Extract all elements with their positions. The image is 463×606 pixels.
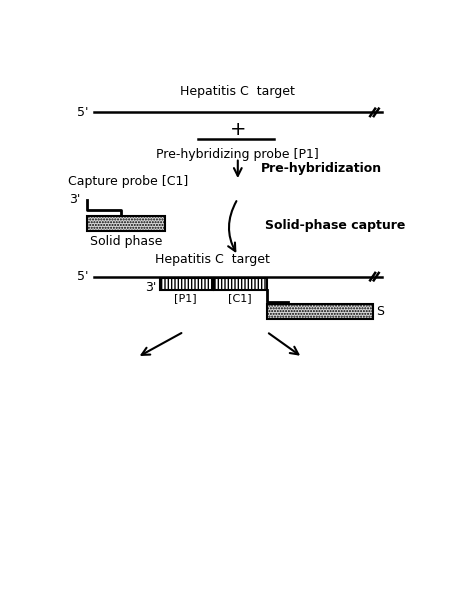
Text: Solid-phase capture: Solid-phase capture xyxy=(264,219,404,232)
Text: Pre-hybridizing probe [P1]: Pre-hybridizing probe [P1] xyxy=(156,148,319,161)
Text: S: S xyxy=(375,305,383,318)
Text: [C1]: [C1] xyxy=(227,293,251,304)
Text: 3': 3' xyxy=(69,193,80,206)
Text: [P1]: [P1] xyxy=(174,293,197,304)
Text: Pre-hybridization: Pre-hybridization xyxy=(261,162,382,175)
Text: 5': 5' xyxy=(77,270,88,283)
Text: Hepatitis C  target: Hepatitis C target xyxy=(180,85,294,98)
Text: 3': 3' xyxy=(145,281,156,295)
Bar xyxy=(266,304,372,319)
Text: +: + xyxy=(229,120,245,139)
FancyArrowPatch shape xyxy=(228,201,236,251)
Bar xyxy=(88,216,164,231)
Bar xyxy=(214,278,266,290)
Text: 5': 5' xyxy=(77,106,88,119)
Text: Capture probe [C1]: Capture probe [C1] xyxy=(68,176,188,188)
Text: Hepatitis C  target: Hepatitis C target xyxy=(155,253,269,267)
Bar xyxy=(160,278,212,290)
Text: Solid phase: Solid phase xyxy=(90,235,162,248)
